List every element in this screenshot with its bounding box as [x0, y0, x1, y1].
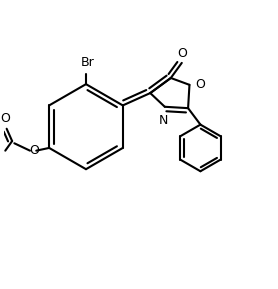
- Text: O: O: [195, 78, 205, 91]
- Text: Br: Br: [81, 56, 94, 69]
- Text: O: O: [30, 144, 39, 157]
- Text: O: O: [0, 112, 10, 125]
- Text: N: N: [159, 114, 168, 127]
- Text: O: O: [177, 47, 187, 60]
